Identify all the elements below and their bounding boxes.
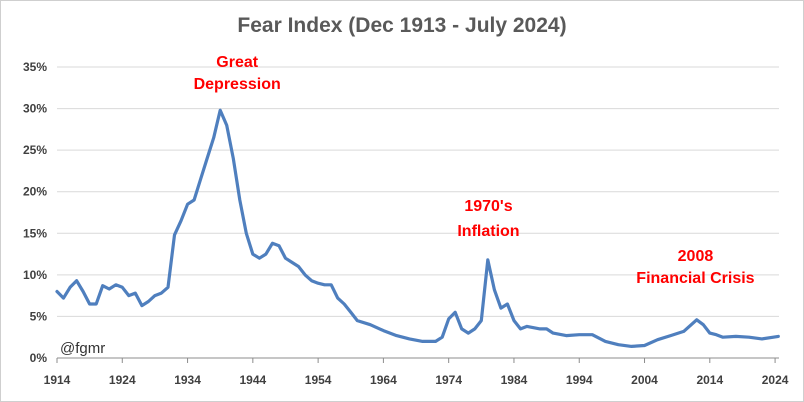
x-tick-label: 1924 bbox=[109, 373, 136, 387]
x-tick-label: 1994 bbox=[566, 373, 593, 387]
y-tick-label: 5% bbox=[30, 309, 48, 323]
x-tick-label: 1954 bbox=[305, 373, 332, 387]
y-tick-label: 15% bbox=[23, 226, 47, 240]
x-tick-label: 2004 bbox=[631, 373, 658, 387]
series-line bbox=[55, 108, 780, 348]
y-tick-label: 0% bbox=[30, 351, 48, 365]
y-tick-label: 25% bbox=[23, 143, 47, 157]
credit-label: @fgmr bbox=[60, 340, 105, 357]
annotation-line: Depression bbox=[194, 76, 281, 93]
y-tick-label: 10% bbox=[23, 268, 47, 282]
x-tick-label: 1944 bbox=[239, 373, 266, 387]
annotation-line: 1970's bbox=[464, 198, 512, 215]
x-tick-label: 1964 bbox=[370, 373, 397, 387]
annotation-label: Great Depression bbox=[194, 54, 281, 93]
annotation-label: 1970's Inflation bbox=[457, 198, 519, 240]
x-tick-label: 1934 bbox=[174, 373, 201, 387]
annotation-line: Financial Crisis bbox=[636, 270, 754, 287]
x-tick-label: 2014 bbox=[696, 373, 723, 387]
chart-title: Fear Index (Dec 1913 - July 2024) bbox=[237, 14, 567, 37]
x-tick-label: 1974 bbox=[435, 373, 462, 387]
annotation-line: 2008 bbox=[678, 248, 714, 265]
y-tick-label: 20% bbox=[23, 185, 47, 199]
annotation-line: Inflation bbox=[457, 223, 519, 240]
annotation-label: 2008 Financial Crisis bbox=[636, 248, 754, 287]
y-tick-label: 35% bbox=[23, 60, 47, 74]
annotation-line: Great bbox=[216, 54, 258, 71]
x-tick-label: 1984 bbox=[501, 373, 528, 387]
x-tick-label: 2024 bbox=[762, 373, 789, 387]
x-tick-label: 1914 bbox=[44, 373, 71, 387]
y-tick-label: 30% bbox=[23, 102, 47, 116]
